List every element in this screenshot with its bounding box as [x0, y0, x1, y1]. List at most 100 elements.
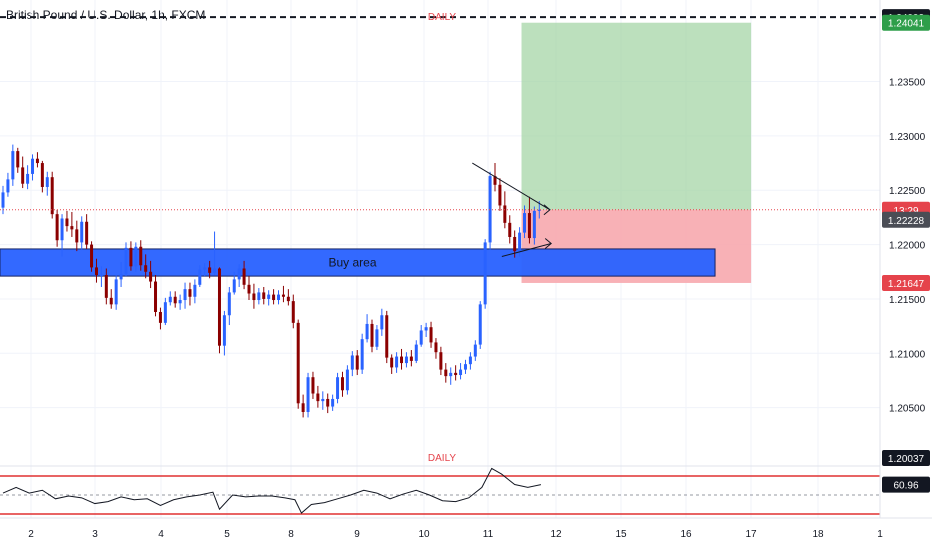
- candle-body: [336, 377, 340, 399]
- candle-body: [6, 179, 10, 193]
- candle-body: [301, 403, 305, 412]
- candle-body: [321, 398, 325, 402]
- price-tag-label: 1.21647: [888, 279, 925, 290]
- time-tick-label: 5: [224, 529, 230, 540]
- candle-body: [173, 296, 177, 304]
- price-tick-label: 1.23500: [889, 78, 926, 89]
- candle-body: [178, 300, 182, 304]
- daily-level-label: DAILY: [428, 12, 456, 23]
- candle-body: [227, 292, 231, 316]
- candle-body: [400, 356, 404, 364]
- rsi-value-label: 60.96: [893, 481, 918, 492]
- candle-body: [454, 372, 458, 376]
- candle-body: [306, 377, 310, 412]
- candle-body: [35, 158, 39, 164]
- time-tick-label: 9: [354, 529, 360, 540]
- candle-body: [385, 315, 389, 358]
- rsi-line: [2, 467, 542, 514]
- price-tags: 1.240921.2404113:291.222281.216471.20037…: [882, 9, 930, 493]
- candle-body: [478, 304, 482, 345]
- candle-body: [50, 177, 54, 215]
- triangle-lower-line: [501, 243, 552, 258]
- candle-body: [488, 176, 492, 243]
- candle-body: [439, 352, 443, 370]
- candle-body: [119, 273, 123, 280]
- price-tag-label: 13:29: [893, 206, 918, 217]
- candle-body: [380, 315, 384, 330]
- price-tag-label: 1.22228: [888, 216, 925, 227]
- candle-body: [213, 268, 217, 273]
- price-tick-label: 1.21000: [889, 349, 926, 360]
- buy-area-zone: [0, 248, 716, 277]
- candle-body: [311, 377, 315, 394]
- triangle-upper-line: [472, 162, 551, 211]
- candle-body: [281, 294, 285, 297]
- candle-body: [154, 281, 158, 312]
- candle-body: [99, 275, 103, 277]
- candle-body: [513, 236, 517, 252]
- candle-body: [483, 242, 487, 305]
- candle-body: [395, 356, 399, 368]
- arrow-head-lower: [544, 238, 552, 249]
- candle-body: [144, 265, 148, 272]
- candle-body: [360, 339, 364, 370]
- candle-body: [149, 271, 153, 282]
- price-tag: [882, 211, 930, 228]
- time-tick-label: 18: [812, 529, 824, 540]
- candle-body: [60, 218, 64, 241]
- candle-body: [424, 327, 428, 331]
- candle-body: [537, 209, 541, 211]
- price-tick-label: 1.22000: [889, 241, 926, 252]
- candle-body: [286, 296, 290, 302]
- candle-body: [503, 205, 507, 223]
- rsi-indicator: [0, 465, 880, 515]
- candle-body: [326, 398, 330, 407]
- candle-body: [1, 192, 5, 208]
- candle-body: [331, 398, 335, 407]
- candle-body: [139, 246, 143, 266]
- candle-body: [523, 213, 527, 233]
- candle-body: [26, 173, 30, 184]
- candle-body: [468, 356, 472, 365]
- candle-body: [414, 344, 418, 361]
- candle-body: [473, 344, 477, 357]
- candle-body: [340, 377, 344, 391]
- candle-body: [444, 369, 448, 377]
- candle-body: [518, 232, 522, 252]
- candle-body: [124, 247, 128, 274]
- price-tag: [882, 14, 930, 31]
- time-tick-label: 2: [28, 529, 34, 540]
- candle-body: [114, 279, 118, 305]
- time-tick-label: 12: [550, 529, 562, 540]
- candle-body: [449, 372, 453, 377]
- candle-body: [252, 293, 256, 301]
- candle-body: [168, 296, 172, 303]
- trade-zones: Buy area: [0, 22, 752, 283]
- candle-body: [434, 342, 438, 353]
- candle-body: [109, 297, 113, 305]
- candle-body: [193, 284, 197, 297]
- price-tag: [882, 274, 930, 291]
- candle-body: [262, 292, 266, 299]
- candle-body: [198, 269, 202, 285]
- time-tick-label: 11: [483, 529, 494, 540]
- arrow-head-upper: [543, 204, 551, 216]
- candle-body: [65, 218, 69, 227]
- candle-body: [163, 302, 167, 323]
- candle-body: [158, 311, 162, 323]
- candle-body: [232, 279, 236, 293]
- candle-body: [70, 226, 74, 230]
- time-tick-label: 4: [158, 529, 164, 540]
- candle-body: [532, 210, 536, 239]
- candle-body: [459, 369, 463, 376]
- time-tick-label: 17: [745, 529, 757, 540]
- price-tag-label: 1.24041: [888, 19, 925, 30]
- time-tick-label: 3: [92, 529, 98, 540]
- candle-body: [242, 268, 246, 285]
- candle-body: [493, 176, 497, 185]
- time-tick-label: 10: [418, 529, 430, 540]
- candle-body: [375, 329, 379, 347]
- candle-body: [257, 292, 261, 301]
